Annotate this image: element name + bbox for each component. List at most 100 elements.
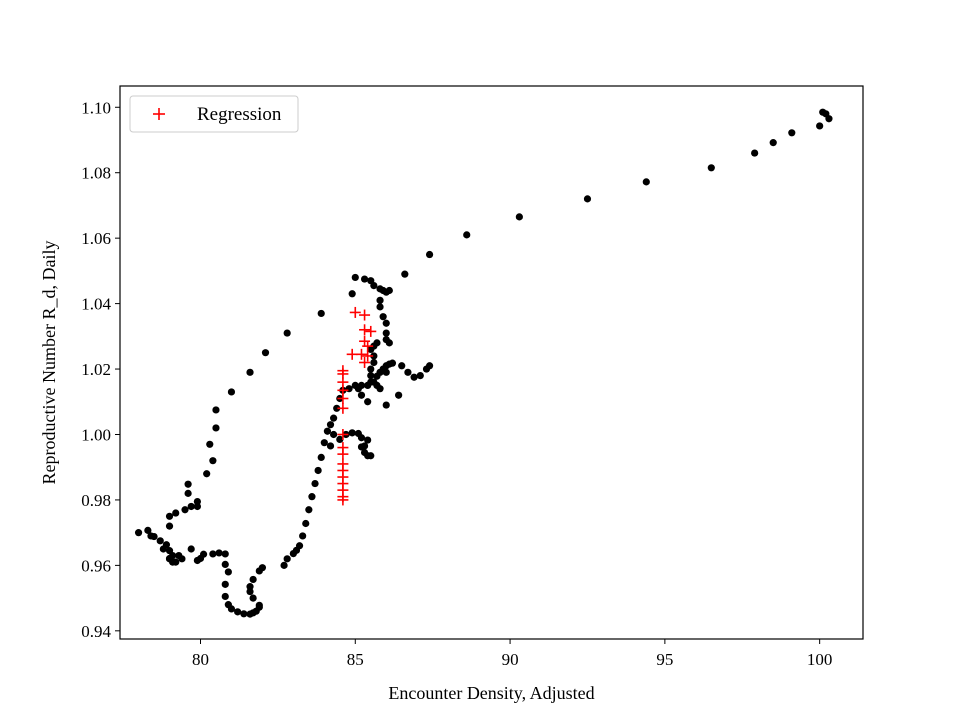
data-point bbox=[404, 368, 412, 376]
y-tick-label: 1.10 bbox=[81, 98, 111, 117]
y-tick-label: 0.98 bbox=[81, 491, 111, 510]
x-axis: 80 85 90 95 100 bbox=[192, 639, 832, 669]
regression-point bbox=[349, 306, 361, 318]
data-point bbox=[357, 443, 366, 451]
data-point bbox=[370, 352, 378, 360]
data-point bbox=[165, 512, 174, 520]
data-point bbox=[283, 555, 291, 563]
data-point bbox=[385, 339, 393, 347]
x-tick-label: 95 bbox=[656, 650, 673, 669]
data-point bbox=[398, 362, 406, 370]
data-point bbox=[227, 605, 236, 613]
data-point bbox=[345, 385, 353, 393]
data-point bbox=[382, 401, 390, 409]
data-point bbox=[311, 479, 319, 488]
plot-frame bbox=[119, 85, 864, 640]
data-point bbox=[370, 358, 378, 367]
data-point bbox=[382, 329, 390, 337]
data-point bbox=[308, 493, 316, 501]
data-point bbox=[159, 545, 167, 553]
data-point bbox=[416, 371, 424, 380]
regression-point bbox=[365, 325, 377, 337]
data-point bbox=[816, 122, 824, 130]
data-point bbox=[336, 435, 344, 443]
data-point bbox=[249, 594, 257, 602]
y-tick-label: 1.04 bbox=[81, 295, 111, 314]
data-point bbox=[357, 434, 366, 442]
series-observed bbox=[134, 108, 833, 618]
data-point bbox=[302, 519, 310, 528]
data-point bbox=[354, 385, 362, 393]
data-point bbox=[364, 436, 372, 444]
data-point bbox=[367, 371, 375, 380]
legend: Regression bbox=[129, 95, 299, 133]
data-point bbox=[326, 421, 335, 429]
data-point bbox=[326, 442, 335, 450]
data-point bbox=[323, 427, 332, 435]
regression-point bbox=[346, 348, 358, 360]
data-point bbox=[224, 568, 232, 576]
regression-point bbox=[337, 402, 349, 414]
x-tick-label: 90 bbox=[502, 650, 519, 669]
data-point bbox=[376, 385, 384, 393]
data-point bbox=[379, 313, 387, 321]
data-point bbox=[187, 502, 195, 511]
data-point bbox=[212, 406, 220, 414]
data-point bbox=[255, 601, 263, 609]
data-point bbox=[360, 448, 369, 457]
data-point bbox=[175, 551, 183, 560]
data-point bbox=[206, 440, 214, 448]
regression-point bbox=[359, 324, 371, 336]
regression-point bbox=[359, 357, 371, 368]
data-point bbox=[330, 414, 338, 422]
data-point bbox=[165, 555, 174, 563]
regression-point bbox=[355, 348, 367, 360]
data-point bbox=[382, 368, 390, 376]
data-point bbox=[184, 480, 192, 488]
y-tick-label: 1.08 bbox=[81, 164, 111, 183]
data-point bbox=[357, 391, 366, 399]
plot-area bbox=[134, 108, 833, 618]
data-point bbox=[788, 129, 796, 137]
regression-point bbox=[337, 448, 349, 460]
y-axis-label: Reproductive Number R_d, Daily bbox=[39, 241, 59, 485]
data-point bbox=[360, 275, 369, 283]
data-point bbox=[367, 345, 375, 354]
data-point bbox=[221, 580, 229, 588]
data-point bbox=[825, 115, 833, 123]
data-point bbox=[388, 359, 397, 367]
y-axis: 0.94 0.96 0.98 1.00 1.02 1.04 1.06 1.08 1.10 bbox=[81, 98, 120, 641]
data-point bbox=[246, 368, 254, 376]
data-point bbox=[203, 470, 211, 478]
data-point bbox=[249, 575, 257, 584]
legend-box bbox=[129, 95, 299, 133]
regression-point bbox=[359, 309, 371, 321]
data-point bbox=[317, 453, 325, 461]
data-point bbox=[221, 560, 229, 568]
data-point bbox=[382, 288, 390, 296]
data-point bbox=[410, 373, 418, 381]
data-point bbox=[351, 273, 359, 282]
x-axis-label: Encounter Density, Adjusted bbox=[388, 683, 594, 703]
data-point bbox=[227, 388, 236, 396]
data-point bbox=[209, 550, 217, 558]
data-point bbox=[258, 564, 267, 572]
data-point bbox=[299, 532, 307, 540]
data-point bbox=[707, 164, 715, 172]
data-point bbox=[382, 319, 390, 327]
data-point bbox=[215, 549, 223, 557]
series-regression bbox=[337, 306, 377, 506]
data-point bbox=[184, 489, 192, 497]
data-point bbox=[199, 550, 208, 558]
data-point bbox=[172, 558, 180, 566]
data-point bbox=[165, 522, 174, 530]
data-point bbox=[463, 231, 471, 239]
data-point bbox=[240, 610, 248, 618]
data-point bbox=[305, 506, 313, 514]
data-point bbox=[209, 457, 217, 465]
data-point bbox=[320, 439, 328, 447]
x-tick-label: 80 bbox=[192, 650, 209, 669]
regression-point bbox=[362, 350, 374, 362]
data-point bbox=[221, 592, 229, 601]
data-point bbox=[283, 329, 291, 337]
